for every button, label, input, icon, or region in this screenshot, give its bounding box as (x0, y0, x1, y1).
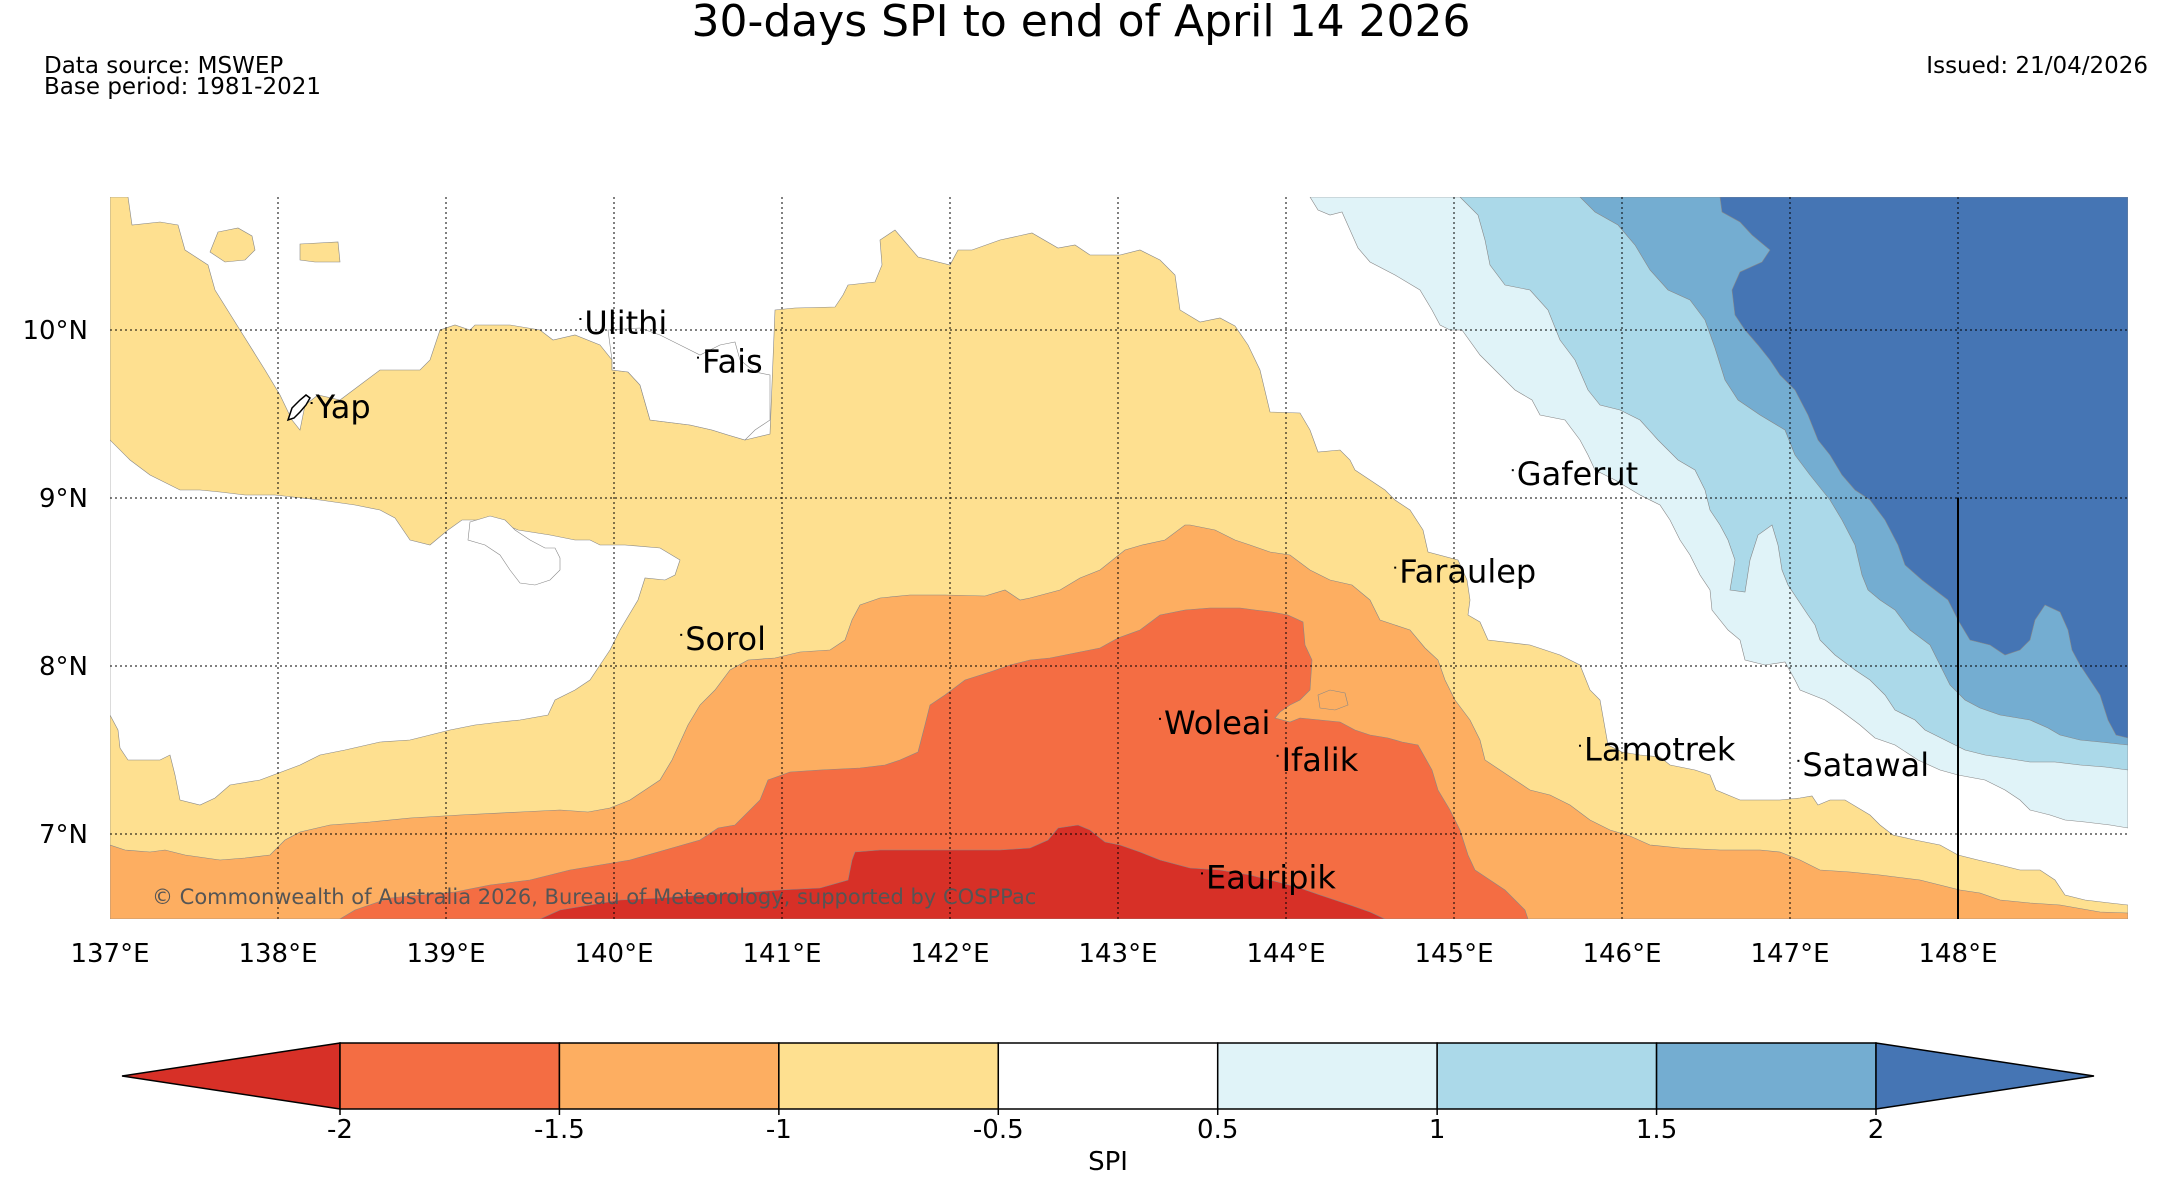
island-label-fais: Fais (702, 343, 763, 381)
copyright-notice: © Commonwealth of Australia 2026, Bureau… (152, 885, 1036, 909)
spi-region-dry-extreme (539, 824, 1386, 919)
colorbar-segment (778, 1042, 1000, 1110)
colorbar-tick-label: 1.5 (1636, 1115, 1677, 1145)
colorbar-segment (1436, 1042, 1658, 1110)
colorbar-segment (558, 1042, 780, 1110)
island-marker (1511, 469, 1514, 472)
colorbar-tick-label: 0.5 (1197, 1115, 1238, 1145)
island-marker (1394, 566, 1397, 569)
colorbar-extend-high (1875, 1042, 2095, 1110)
yap-island-outline (286, 394, 311, 422)
longitude-tick-label: 137°E (70, 939, 149, 969)
spi-region-dry-mild-patch (209, 227, 256, 263)
colorbar-tick-label: 2 (1868, 1115, 1885, 1145)
longitude-tick-label: 140°E (574, 939, 653, 969)
latitude-tick-label: 7°N (39, 820, 88, 850)
colorbar-segment (1655, 1042, 1877, 1110)
latitude-tick-label: 8°N (39, 652, 88, 682)
island-marker (579, 318, 582, 320)
chart-title: 30-days SPI to end of April 14 2026 (691, 0, 1470, 47)
colorbar-tick-label: -1.5 (534, 1115, 585, 1145)
spi-region-near-normal-hole (467, 515, 561, 586)
island-label-satawal: Satawal (1802, 746, 1929, 784)
longitude-tick-label: 146°E (1582, 939, 1661, 969)
island-label-woleai: Woleai (1164, 704, 1270, 742)
spi-region-near-normal-hole (607, 327, 771, 441)
colorbar-extend-low (121, 1042, 341, 1110)
base-period: Base period: 1981-2021 (44, 74, 321, 100)
longitude-tick-labels: 137°E 138°E 139°E 140°E 141°E 142°E 143°E 144°E… (70, 939, 1997, 969)
colorbar-tick-label: -1 (766, 1115, 792, 1145)
map-gridlines (110, 197, 2128, 919)
colorbar-segment (997, 1042, 1219, 1110)
data-source: Data source: MSWEP (44, 53, 283, 79)
spi-region-wet-extreme (1719, 197, 2128, 739)
island-marker (1797, 759, 1800, 762)
colorbar-segment (1216, 1042, 1438, 1110)
colorbar-tick-label: -0.5 (973, 1115, 1024, 1145)
colorbar-tick-label: -2 (327, 1115, 353, 1145)
colorbar-segment (339, 1042, 561, 1110)
spi-colorbar: -2 -1.5 -1 -0.5 0.5 1 1.5 2 (121, 1042, 2095, 1145)
island-label-ifalik: Ifalik (1282, 741, 1359, 779)
island-marker (1579, 744, 1581, 747)
spi-region-dry-severe (339, 607, 1529, 919)
island-marker (680, 633, 683, 636)
island-label-lamotrek: Lamotrek (1584, 731, 1736, 769)
island-marker (697, 356, 699, 359)
longitude-tick-label: 138°E (238, 939, 317, 969)
island-labels: Ulithi Fais Yap Gaferut Faraulep Sorol Woleai I… (310, 304, 1929, 896)
longitude-tick-label: 141°E (742, 939, 821, 969)
island-marker (1159, 717, 1161, 720)
island-label-gaferut: Gaferut (1517, 455, 1638, 493)
island-marker (1201, 872, 1203, 875)
island-label-eauripik: Eauripik (1206, 858, 1336, 896)
longitude-tick-label: 142°E (910, 939, 989, 969)
longitude-tick-label: 139°E (406, 939, 485, 969)
latitude-tick-label: 10°N (22, 316, 88, 346)
longitude-tick-label: 143°E (1078, 939, 1157, 969)
map-panel: Ulithi Fais Yap Gaferut Faraulep Sorol Woleai I… (110, 197, 2128, 919)
issued-date: Issued: 21/04/2026 (1926, 53, 2148, 79)
spi-region-near-normal-hole (110, 439, 681, 806)
island-label-yap: Yap (315, 388, 371, 426)
longitude-tick-label: 148°E (1918, 939, 1997, 969)
latitude-tick-labels: 10°N 9°N 8°N 7°N (22, 316, 88, 850)
island-label-faraulep: Faraulep (1399, 553, 1536, 591)
island-label-ulithi: Ulithi (584, 304, 667, 342)
spi-region-dry-moderate-patch (1317, 689, 1349, 711)
colorbar-tick-label: 1 (1429, 1115, 1446, 1145)
longitude-tick-label: 145°E (1414, 939, 1493, 969)
island-marker (1276, 754, 1279, 757)
longitude-tick-label: 144°E (1246, 939, 1325, 969)
colorbar-label: SPI (1088, 1147, 1128, 1177)
latitude-tick-label: 9°N (39, 484, 88, 514)
spi-region-dry-mild-patch (299, 241, 341, 263)
island-marker (310, 402, 313, 404)
island-label-sorol: Sorol (685, 620, 766, 658)
longitude-tick-label: 147°E (1750, 939, 1829, 969)
